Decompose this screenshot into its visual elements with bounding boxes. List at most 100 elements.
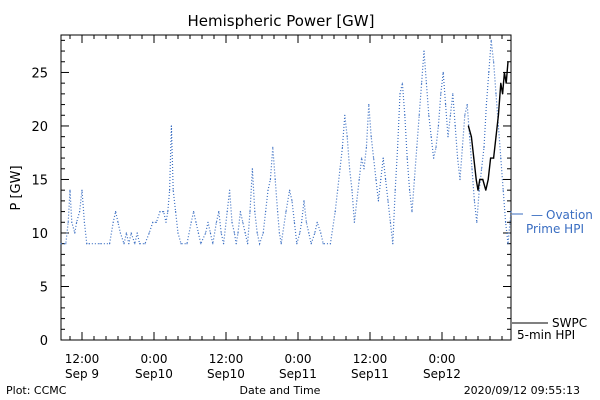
ovation-point [421,82,423,84]
swpc-hpi-line [467,61,509,191]
ovation-point [88,243,90,245]
legend-ovation-line2: Prime HPI [526,222,584,236]
ovation-point [397,146,399,148]
ovation-point [490,39,492,42]
ovation-point [167,211,169,213]
ovation-point [285,211,287,213]
ovation-point [239,211,241,213]
swpc-point [487,178,489,181]
ovation-point [449,114,451,116]
ovation-point [346,136,348,138]
ovation-point [249,211,251,213]
ovation-point [134,243,136,245]
ovation-point [322,243,324,245]
ovation-point [231,221,233,223]
ovation-point [500,157,502,159]
ovation-point [175,211,177,213]
x-tick-time: 0:00 [141,352,168,366]
ovation-point [128,243,130,245]
footer-plot-credit: Plot: CCMC [6,384,67,397]
ovation-point [433,157,435,159]
ovation-point [351,189,353,191]
ovation-point [293,221,295,223]
x-tick-date: Sep10 [135,367,173,381]
ovation-point [99,243,101,245]
ovation-point [368,104,370,106]
swpc-point [500,82,502,84]
ovation-point [229,189,231,191]
ovation-point [409,189,411,191]
ovation-point [254,211,256,213]
swpc-point [503,71,505,74]
legend-ovation: — Ovation Prime HPI [512,208,593,236]
ovation-point [481,168,483,170]
ovation-point [454,125,456,127]
ovation-point [256,232,258,234]
ovation-point [152,221,154,223]
ovation-point [207,221,209,223]
ovation-point [60,243,62,245]
ovation-point [262,232,264,234]
ovation-point [423,50,425,52]
ovation-point [510,211,512,213]
ovation-point [373,157,375,159]
ovation-point [445,104,447,106]
ovation-point [418,114,420,116]
x-axis-label: Date and Time [240,384,321,397]
ovation-point [385,178,387,181]
ovation-point [349,168,351,170]
ovation-point [220,232,222,234]
ovation-point [237,232,239,234]
legend-swpc: SWPC 5-min HPI [512,316,587,342]
ovation-point [416,146,418,148]
ovation-point [81,189,83,191]
ovation-point [205,232,207,234]
ovation-point [363,168,365,170]
ovation-point [430,136,432,138]
ovation-point [247,243,249,245]
x-tick-time: 12:00 [353,352,388,366]
ovation-point [413,178,415,181]
footer-timestamp: 2020/09/12 09:55:13 [464,384,580,397]
ovation-point [259,243,261,245]
legend-swpc-line1: SWPC [552,316,587,330]
ovation-point [461,146,463,148]
ovation-point [380,178,382,181]
ovation-point [497,125,499,127]
ovation-point [274,178,276,181]
ovation-point [226,211,228,213]
ovation-point [401,82,403,84]
ovation-point [375,178,377,181]
ovation-point [109,243,111,245]
ovation-point [483,146,485,148]
ovation-point [172,189,174,191]
ovation-point [337,189,339,191]
ovation-point [459,178,461,181]
ovation-point [452,93,454,95]
ovation-point [136,232,138,234]
legend-swpc-line2: 5-min HPI [517,328,575,342]
ovation-point [361,157,363,159]
ovation-point [272,146,274,148]
ovation-point [235,243,237,245]
ovation-point [130,232,132,234]
ovation-point [485,104,487,106]
ovation-point [478,189,480,191]
swpc-point [473,157,475,159]
ovation-point [165,221,167,223]
ovation-point [212,243,214,245]
ovation-point [308,232,310,234]
x-tick-date: Sep10 [207,367,245,381]
ovation-point [469,136,471,138]
legend-ovation-dash: — [531,208,543,222]
ovation-point [437,125,439,127]
ovation-point [83,221,85,223]
ovation-point [320,232,322,234]
ovation-point [442,71,444,74]
ovation-point [341,146,343,148]
ovation-point [139,243,141,245]
ovation-point [466,104,468,106]
ovation-point [377,200,379,202]
y-tick-label: 20 [31,120,48,135]
